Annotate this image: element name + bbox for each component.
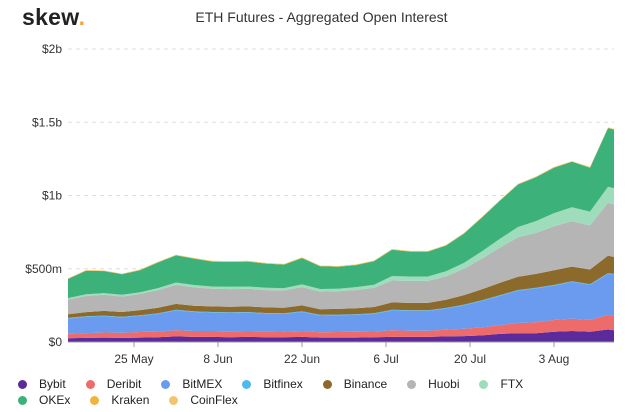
chart-area: $0 $500m $1b $1.5b $2b 25 May 8 Jun 22 Jun 6 Ju… <box>25 42 614 366</box>
area-series <box>68 127 614 342</box>
y-tick-label: $0 <box>49 335 63 349</box>
area-series-bybit <box>68 329 614 342</box>
legend-swatch <box>322 379 332 389</box>
x-tick-label: 6 Jul <box>373 352 398 366</box>
legend-label: CoinFlex <box>190 393 238 407</box>
skew-logo: skew. <box>22 4 85 31</box>
legend-label: BitMEX <box>182 377 223 391</box>
legend-item-binance[interactable]: Binance <box>322 377 388 391</box>
logo-dot: . <box>78 4 86 30</box>
legend-item-bitfinex[interactable]: Bitfinex <box>242 377 303 391</box>
legend-item-huobi[interactable]: Huobi <box>407 377 459 391</box>
logo-text: skew <box>22 4 79 30</box>
legend-row: OKEx Kraken CoinFlex <box>18 392 628 408</box>
legend-item-ftx[interactable]: FTX <box>479 377 523 391</box>
legend-swatch <box>18 395 27 405</box>
x-tick-label: 25 May <box>114 352 153 366</box>
legend-item-bitmex[interactable]: BitMEX <box>161 377 222 391</box>
legend-item-coinflex[interactable]: CoinFlex <box>169 393 238 407</box>
legend-swatch <box>169 395 179 405</box>
legend-label: FTX <box>500 377 524 391</box>
legend-item-kraken[interactable]: Kraken <box>90 393 149 407</box>
chart-title: ETH Futures - Aggregated Open Interest <box>195 9 448 25</box>
legend-label: Deribit <box>106 377 142 391</box>
x-axis: 25 May 8 Jun 22 Jun 6 Jul 20 Jul 3 Aug <box>68 341 614 366</box>
legend-label: OKEx <box>39 393 71 407</box>
legend-swatch <box>18 379 27 389</box>
y-tick-label: $2b <box>42 42 62 56</box>
legend-label: Bybit <box>39 377 66 391</box>
legend-label: Kraken <box>111 393 150 407</box>
x-tick-label: 20 Jul <box>454 352 486 366</box>
area-series-ftx <box>68 186 614 300</box>
legend-row: Bybit Deribit BitMEX Bitfinex Binance Huobi FT… <box>18 376 628 392</box>
y-tick-label: $500m <box>25 262 62 276</box>
legend-swatch <box>479 379 489 389</box>
legend-item-deribit[interactable]: Deribit <box>85 377 142 391</box>
legend-swatch <box>90 395 100 405</box>
x-tick-label: 8 Jun <box>203 352 232 366</box>
legend-swatch <box>242 379 252 389</box>
legend-swatch <box>85 379 95 389</box>
legend-item-okex[interactable]: OKEx <box>18 393 70 407</box>
x-tick-label: 3 Aug <box>539 352 570 366</box>
legend: Bybit Deribit BitMEX Bitfinex Binance Huobi FT… <box>18 376 628 408</box>
area-series-bitmex <box>68 273 614 334</box>
area-series-binance <box>68 255 614 318</box>
legend-item-bybit[interactable]: Bybit <box>18 377 66 391</box>
legend-label: Bitfinex <box>263 377 303 391</box>
legend-swatch <box>161 379 171 389</box>
y-axis: $0 $500m $1b $1.5b $2b <box>25 42 62 349</box>
area-series-okex <box>68 128 614 299</box>
y-tick-label: $1b <box>42 189 62 203</box>
area-series-huobi <box>68 202 614 315</box>
y-tick-label: $1.5b <box>32 115 62 129</box>
legend-label: Binance <box>343 377 388 391</box>
area-series-deribit <box>68 314 614 339</box>
legend-swatch <box>407 379 417 389</box>
x-tick-label: 22 Jun <box>284 352 320 366</box>
legend-label: Huobi <box>428 377 460 391</box>
